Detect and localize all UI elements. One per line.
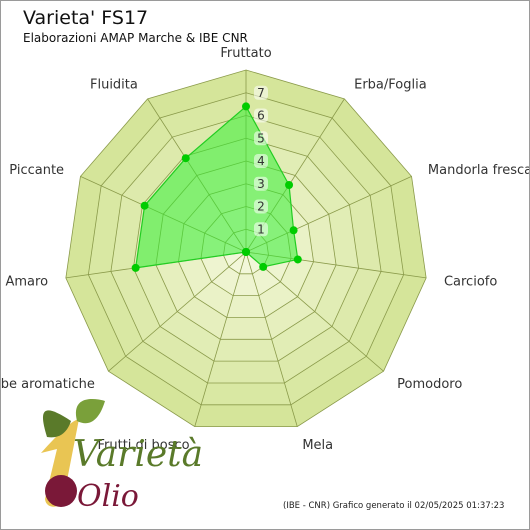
tick-label: 4 — [257, 154, 265, 168]
axis-label: Pomodoro — [397, 377, 462, 392]
data-point — [242, 248, 250, 256]
tick-label: 3 — [257, 177, 265, 191]
axis-label: Fluidita — [90, 78, 138, 93]
axis-label: Mela — [302, 438, 333, 453]
logo-line2: Olio — [77, 479, 139, 514]
axis-label: Mandorla fresca — [428, 163, 529, 178]
axis-label: Fruttato — [220, 46, 271, 61]
data-point — [293, 255, 302, 264]
axis-label: Carciofo — [444, 274, 497, 289]
tick-label: 6 — [257, 109, 265, 123]
tick-label-bg — [254, 108, 268, 123]
data-point — [181, 154, 190, 163]
data-point — [131, 263, 140, 272]
chart-title: Varieta' FS17 — [23, 7, 149, 29]
tick-label-bg — [254, 154, 268, 168]
varieta-olio-logo: Varietà Olio — [41, 399, 203, 514]
grid-spoke — [108, 251, 247, 372]
axis-label: Piccante — [9, 163, 64, 178]
tick-label: 2 — [257, 200, 265, 214]
data-point — [242, 102, 250, 111]
logo-line1: Varietà — [73, 434, 203, 475]
axis-label: Erbe aromatiche — [1, 377, 95, 392]
tick-label: 7 — [257, 86, 265, 100]
grid-spoke — [245, 251, 384, 372]
tick-label: 5 — [257, 131, 265, 145]
axis-label: Frutti di bosco — [98, 438, 190, 453]
tick-label-bg — [254, 199, 268, 214]
data-point — [259, 262, 268, 271]
axis-label: Amaro — [5, 274, 48, 289]
tick-label-bg — [254, 131, 268, 146]
tick-label-bg — [254, 176, 268, 191]
data-point — [140, 201, 149, 210]
radar-ticks: 1 2 3 4 5 6 7 — [254, 85, 268, 237]
grid-spoke — [194, 251, 247, 427]
tick-label-bg — [254, 85, 268, 100]
chart-footer: (IBE - CNR) Grafico generato il 02/05/20… — [283, 501, 505, 511]
chart-subtitle: Elaborazioni AMAP Marche & IBE CNR — [23, 31, 248, 45]
data-point — [285, 181, 294, 190]
grid-spoke — [245, 251, 298, 427]
axis-label: Erba/Foglia — [354, 78, 427, 93]
data-point — [289, 226, 298, 235]
tick-label: 1 — [257, 222, 265, 236]
radar-axis-labels: Fruttato Erba/Foglia Mandorla fresca Carcio… — [1, 46, 529, 453]
tick-label-bg — [254, 222, 268, 237]
